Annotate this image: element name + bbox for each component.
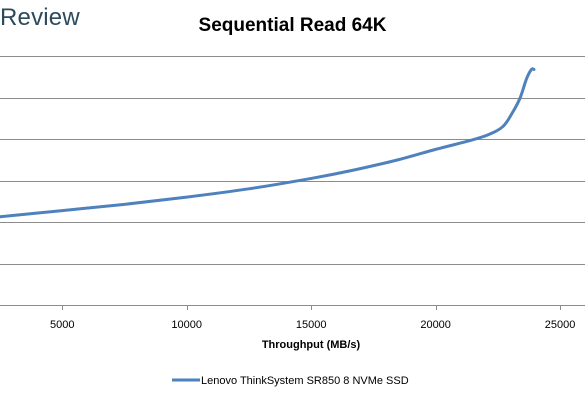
x-axis-label: Throughput (MB/s)	[262, 339, 361, 351]
x-axis-ticks: 5000 10000 15000 20000 25000	[50, 305, 575, 331]
series-line-0	[0, 67, 536, 219]
logo: Review	[0, 4, 80, 31]
series-lines	[0, 67, 536, 219]
x-tick-label-3: 20000	[420, 319, 451, 331]
x-tick-label-0: 5000	[50, 319, 74, 331]
x-tick-label-4: 25000	[545, 319, 576, 331]
gridlines	[0, 56, 585, 306]
chart-title: Sequential Read 64K	[198, 15, 387, 36]
legend: Lenovo ThinkSystem SR850 8 NVMe SSD	[172, 375, 409, 387]
legend-label-0: Lenovo ThinkSystem SR850 8 NVMe SSD	[201, 375, 409, 387]
x-tick-label-1: 10000	[171, 319, 202, 331]
x-tick-label-2: 15000	[296, 319, 327, 331]
